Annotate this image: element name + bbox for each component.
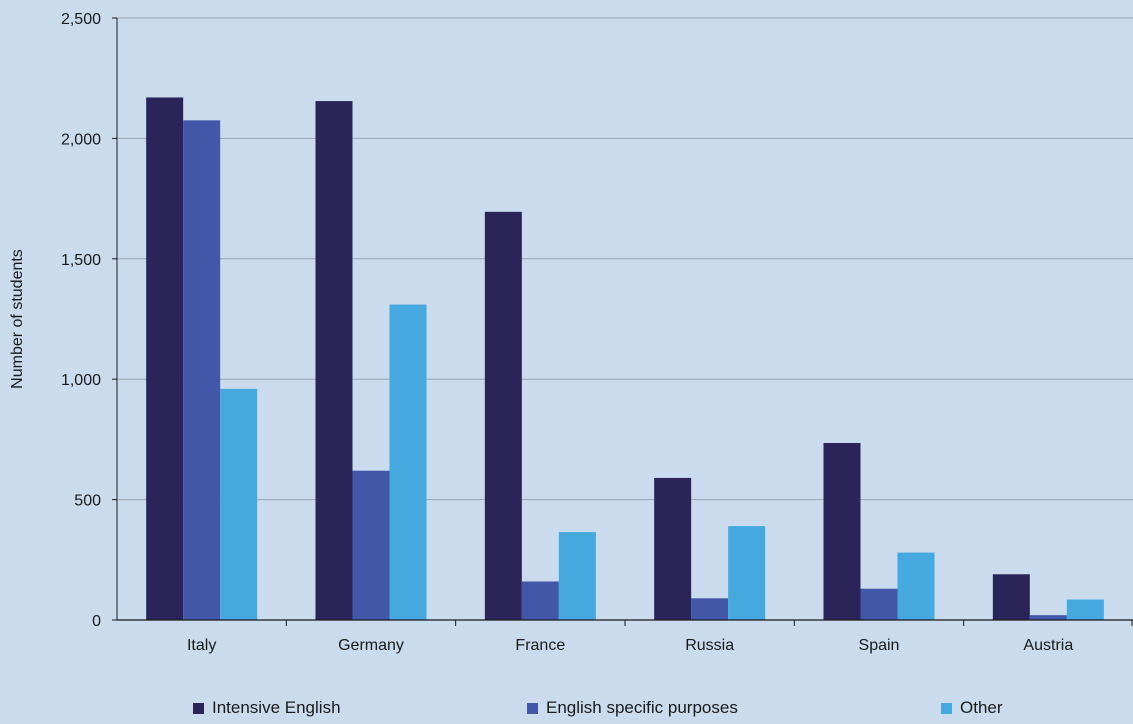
legend-swatch — [941, 702, 952, 714]
legend-swatch — [193, 702, 204, 714]
bar-english-specific-purposes-germany — [352, 470, 390, 620]
legend-swatch — [527, 702, 538, 714]
bar-other-italy — [220, 388, 258, 620]
bar-english-specific-purposes-austria — [1029, 615, 1067, 620]
legend-label: English specific purposes — [546, 698, 738, 717]
bar-other-france — [558, 532, 596, 620]
y-axis-label: Number of students — [9, 249, 26, 389]
bar-intensive-english-spain — [823, 443, 861, 620]
bar-other-germany — [389, 304, 427, 620]
legend-label: Intensive English — [212, 698, 341, 717]
bar-intensive-english-germany — [315, 101, 353, 621]
y-tick-label: 500 — [74, 493, 101, 510]
y-tick-label: 2,000 — [61, 131, 101, 148]
bars — [146, 97, 1104, 621]
bar-other-spain — [897, 552, 935, 620]
axes: 0 500 1,000 1,500 2,000 2,500 Italy Germany Fran… — [61, 11, 1133, 654]
x-tick-label: Italy — [187, 637, 216, 654]
legend-label: Other — [960, 698, 1003, 717]
bar-intensive-english-russia — [654, 477, 692, 620]
legend-item: English specific purposes — [527, 698, 738, 718]
y-tick-label: 0 — [92, 613, 101, 630]
bar-english-specific-purposes-spain — [860, 588, 898, 620]
bar-other-russia — [728, 526, 766, 620]
y-tick-label: 1,000 — [61, 372, 101, 389]
bar-intensive-english-austria — [992, 574, 1030, 620]
bar-other-austria — [1066, 599, 1104, 620]
bar-intensive-english-italy — [146, 97, 184, 621]
y-tick-label: 2,500 — [61, 11, 101, 28]
x-tick-label: Austria — [1023, 637, 1073, 654]
bar-chart: 0 500 1,000 1,500 2,000 2,500 Italy Germany Fran… — [9, 11, 1133, 654]
legend-item: Other — [941, 698, 1003, 718]
bar-english-specific-purposes-russia — [691, 598, 729, 620]
y-tick-label: 1,500 — [61, 252, 101, 269]
x-tick-label: France — [515, 637, 565, 654]
legend: Intensive English English specific purpos… — [0, 698, 1133, 722]
legend-item: Intensive English — [193, 698, 341, 718]
x-tick-label: Russia — [685, 637, 734, 654]
bar-english-specific-purposes-italy — [183, 120, 221, 620]
gridlines — [112, 17, 1133, 621]
bar-intensive-english-france — [484, 211, 522, 620]
x-tick-label: Spain — [859, 637, 900, 654]
bar-english-specific-purposes-france — [521, 581, 559, 620]
x-tick-label: Germany — [338, 637, 404, 654]
